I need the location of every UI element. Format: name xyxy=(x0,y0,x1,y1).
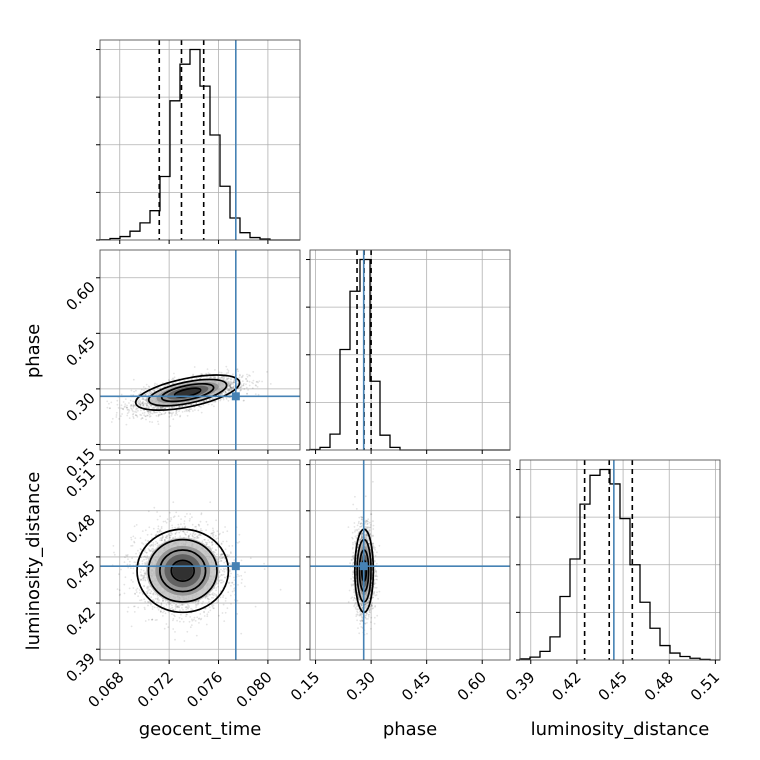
y-axis-label-luminosity-distance: luminosity_distance xyxy=(23,472,44,651)
frame-luminosity_distance-vs-luminosity_distance xyxy=(519,459,721,661)
truth-marker-phase-vs-geocent_time xyxy=(231,392,240,401)
contour-luminosity_distance-vs-geocent_time-2 xyxy=(147,538,218,603)
density-layer xyxy=(146,378,372,604)
contour-phase-vs-geocent_time-2 xyxy=(147,378,228,407)
density-luminosity_distance-vs-geocent_time xyxy=(146,537,220,604)
grid-layer xyxy=(100,40,720,660)
x-axis-label-phase: phase xyxy=(383,719,437,740)
frame-geocent_time-vs-geocent_time xyxy=(99,39,301,241)
contour-phase-vs-geocent_time-3 xyxy=(134,374,241,411)
frame-layer xyxy=(99,39,721,661)
truth-layer xyxy=(100,40,615,660)
density-level-3 xyxy=(172,561,193,581)
x-axis-label-geocent-time: geocent_time xyxy=(139,719,262,740)
y-axis-label-phase: phase xyxy=(23,324,44,378)
x-axis-label-luminosity-distance: luminosity_distance xyxy=(531,719,710,740)
contour-luminosity_distance-vs-geocent_time-0 xyxy=(170,559,195,583)
truth-marker-luminosity_distance-vs-phase xyxy=(359,562,368,571)
frame-phase-vs-phase xyxy=(309,249,511,451)
contour-phase-vs-geocent_time-1 xyxy=(160,382,215,403)
frame-luminosity_distance-vs-phase xyxy=(309,459,511,661)
contour-luminosity_distance-vs-geocent_time-3 xyxy=(136,528,230,614)
frame-luminosity_distance-vs-geocent_time xyxy=(99,459,301,661)
histogram-luminosity_distance xyxy=(519,468,720,661)
contour-luminosity_distance-vs-geocent_time-1 xyxy=(159,549,207,593)
density-level-3 xyxy=(175,388,200,397)
frame-phase-vs-geocent_time xyxy=(99,249,301,451)
histogram-geocent_time xyxy=(99,48,300,241)
truth-marker-luminosity_distance-vs-geocent_time xyxy=(231,562,240,571)
